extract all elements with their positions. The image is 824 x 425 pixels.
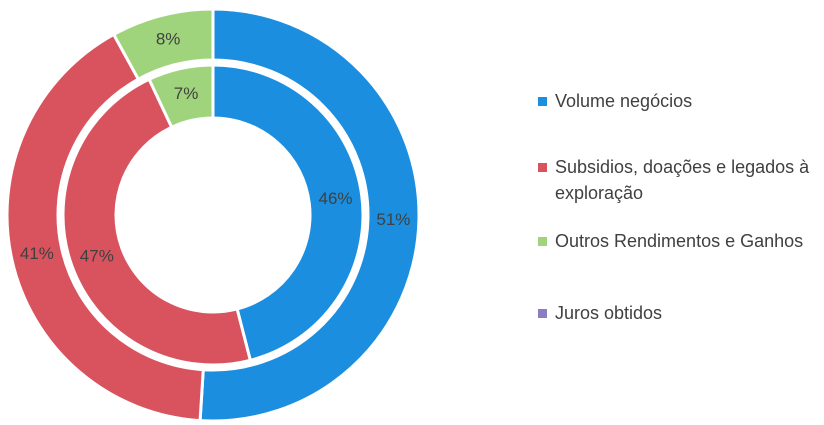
slice (198, 7, 421, 423)
slice (5, 32, 205, 423)
legend-label: Volume negócios (555, 91, 693, 111)
data-label: 41% (20, 244, 54, 263)
legend-swatch (538, 237, 547, 246)
legend-item: Juros obtidos (538, 300, 813, 326)
chart: 51% 41% 8% 46% 47% 7% (5, 7, 421, 423)
data-label: 47% (80, 246, 114, 265)
data-label: 46% (319, 189, 353, 208)
slice (61, 77, 253, 367)
legend-item: Outros Rendimentos e Ganhos (538, 228, 813, 254)
slice (211, 63, 365, 363)
legend-label: Subsidios, doações e legados à exploraçã… (555, 157, 810, 203)
data-label: 51% (376, 210, 410, 229)
legend-swatch (538, 309, 547, 318)
legend-swatch (538, 163, 547, 172)
legend-item: Volume negócios (538, 88, 813, 114)
legend-label: Outros Rendimentos e Ganhos (555, 231, 804, 251)
data-label: 7% (174, 84, 199, 103)
slice (147, 63, 215, 130)
slice (111, 7, 215, 82)
legend-label: Juros obtidos (555, 303, 663, 323)
legend-item: Subsidios, doações e legados à exploraçã… (538, 154, 813, 206)
data-label: 8% (156, 30, 181, 49)
legend-swatch (538, 97, 547, 106)
